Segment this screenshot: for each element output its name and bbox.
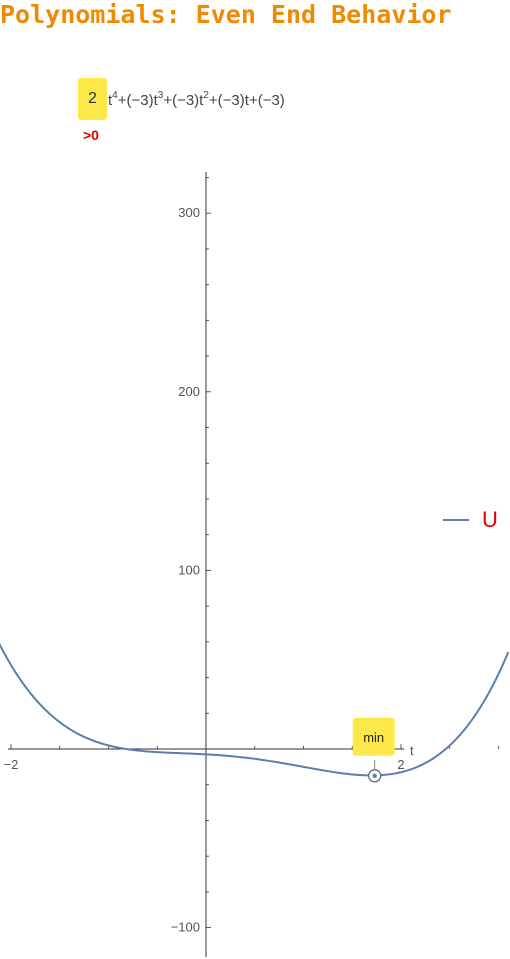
term-exponent: 4 <box>112 89 118 101</box>
page-title: Polynomials: Even End Behavior <box>0 0 452 29</box>
x-axis-label: t <box>410 743 414 758</box>
y-tick-label: 300 <box>178 205 200 220</box>
polynomial-term: t <box>108 91 113 109</box>
series-line <box>0 643 510 777</box>
y-tick-label: 100 <box>178 562 200 577</box>
polynomial-term: +(−3)t <box>117 91 158 109</box>
polynomial-term: +(−3)t <box>163 91 204 109</box>
legend-swatch <box>443 519 469 521</box>
legend: U <box>443 507 498 533</box>
polynomial-equation: 2 t4+(−3)t3+(−3)t2+(−3)t+(−3) <box>78 78 285 120</box>
term-exponent: 3 <box>157 89 164 101</box>
polynomial-terms: t4+(−3)t3+(−3)t2+(−3)t+(−3) <box>108 89 285 109</box>
min-label-box <box>352 717 395 756</box>
leading-coefficient-box[interactable]: 2 <box>78 78 107 120</box>
y-tick-label: −100 <box>171 920 200 935</box>
y-tick-label: 200 <box>178 384 200 399</box>
x-tick-label: −2 <box>4 757 19 772</box>
x-tick-label: 2 <box>397 757 404 772</box>
polynomial-term: +(−3)t+(−3) <box>208 91 285 109</box>
min-annotation: min <box>352 717 395 783</box>
legend-label: U <box>482 507 498 532</box>
coefficient-condition: >0 <box>83 127 99 143</box>
min-point-dot <box>372 773 377 778</box>
term-exponent: 2 <box>203 89 209 101</box>
min-label: min <box>363 730 384 745</box>
